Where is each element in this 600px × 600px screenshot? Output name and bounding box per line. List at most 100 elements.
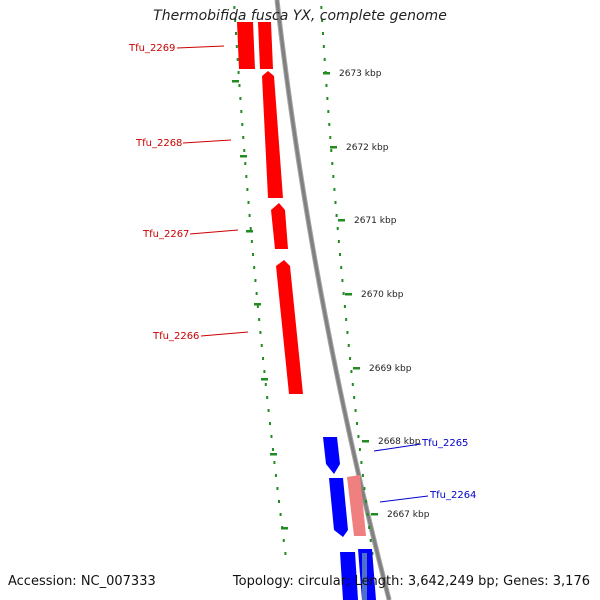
scale-tick	[353, 367, 360, 370]
guide-dot-left	[260, 344, 263, 347]
major-tick-left	[232, 80, 239, 83]
scale-label: 2673 kbp	[339, 69, 382, 79]
guide-dot-left	[264, 383, 267, 386]
major-tick-left	[281, 527, 288, 530]
guide-dot-right	[337, 240, 340, 243]
guide-dot-right	[363, 487, 366, 490]
gene-feature-tfu-2269[interactable]	[237, 22, 255, 69]
scale-tick	[330, 146, 337, 149]
major-tick-left	[254, 303, 261, 306]
guide-dot-left	[240, 110, 243, 113]
major-tick-left	[246, 230, 253, 233]
guide-dot-right	[321, 19, 324, 22]
guide-dot-left	[235, 45, 238, 48]
guide-dot-right	[321, 32, 324, 35]
guide-dot-right	[371, 552, 374, 555]
gene-label-tfu-2266[interactable]: Tfu_2266	[152, 331, 199, 342]
gene-feature-tfu-2266[interactable]	[276, 260, 303, 394]
guide-dot-right	[347, 344, 350, 347]
major-tick-left	[270, 453, 277, 456]
guide-dot-right	[357, 435, 360, 438]
guide-dot-left	[271, 448, 274, 451]
guide-dot-right	[320, 6, 323, 9]
guide-dot-right	[351, 383, 354, 386]
guide-dot-right	[341, 279, 344, 282]
guide-dot-right	[349, 357, 352, 360]
guide-dot-left	[262, 357, 265, 360]
guide-dot-left	[256, 305, 259, 308]
accession-text: Accession: NC_007333	[8, 574, 156, 589]
scale-tick	[362, 440, 369, 443]
scale-label: 2669 kbp	[369, 364, 412, 374]
guide-dot-right	[358, 448, 361, 451]
guide-dot-right	[345, 318, 348, 321]
guide-dot-right	[340, 266, 343, 269]
guide-dot-left	[258, 318, 261, 321]
gene-label-tfu-2269[interactable]: Tfu_2269	[128, 43, 175, 54]
guide-dot-right	[332, 175, 335, 178]
scale-label: 2671 kbp	[354, 216, 397, 226]
scale-tick	[323, 72, 330, 75]
guide-dot-left	[242, 136, 245, 139]
gene-label-tfu-2267[interactable]: Tfu_2267	[142, 229, 189, 240]
scale-label: 2672 kbp	[346, 143, 389, 153]
gene-label-tfu-2265[interactable]: Tfu_2265	[421, 438, 468, 449]
genome-backbone	[275, 0, 391, 600]
guide-dot-left	[276, 487, 279, 490]
guide-dot-left	[245, 175, 248, 178]
gene-feature-tfu-2269-part[interactable]	[258, 22, 273, 69]
gene-feature-tfu-2267[interactable]	[271, 203, 288, 249]
scale-label: 2670 kbp	[361, 290, 404, 300]
gene-feature-tfu-2268[interactable]	[262, 71, 283, 198]
guide-dot-left	[244, 162, 247, 165]
guide-dot-left	[278, 500, 280, 503]
gene-leader-line	[379, 495, 429, 503]
guide-dot-right	[327, 110, 330, 113]
guide-dot-left	[253, 266, 256, 269]
gene-leader-line	[189, 229, 239, 235]
guide-dot-left	[252, 253, 255, 256]
guide-dot-right	[326, 97, 329, 100]
guide-dot-left	[248, 214, 251, 217]
guide-dot-left	[246, 188, 249, 191]
guide-dot-left	[238, 84, 241, 87]
guide-dot-right	[339, 253, 342, 256]
guide-dot-left	[255, 292, 258, 295]
gene-feature-highlight	[362, 553, 367, 600]
guide-dot-left	[266, 396, 269, 399]
gene-label-tfu-2264[interactable]: Tfu_2264	[429, 490, 476, 501]
guide-dot-left	[236, 58, 239, 61]
guide-dot-right	[346, 331, 349, 334]
scale-tick	[338, 219, 345, 222]
guide-dot-left	[243, 149, 246, 152]
guide-dot-left	[254, 279, 257, 282]
gene-leader-line	[176, 45, 225, 49]
scale-tick	[345, 293, 352, 296]
gene-feature-bottom-1[interactable]	[340, 552, 358, 600]
guide-dot-right	[360, 461, 363, 464]
guide-dot-right	[325, 84, 328, 87]
genome-summary-text: Topology: circular; Length: 3,642,249 bp…	[232, 574, 590, 589]
guide-dot-left	[274, 474, 277, 477]
guide-dot-left	[241, 123, 244, 126]
guide-dot-left	[249, 227, 252, 230]
guide-dot-left	[269, 422, 272, 425]
guide-dot-left	[247, 201, 250, 204]
gene-leader-line	[182, 139, 232, 144]
gene-feature-tfu-2264-adjacent[interactable]	[347, 475, 366, 536]
guide-dot-right	[328, 123, 331, 126]
guide-dot-right	[366, 513, 369, 516]
guide-dot-left	[279, 513, 282, 516]
gene-feature-tfu-2264[interactable]	[329, 478, 348, 537]
guide-dot-left	[273, 461, 276, 464]
gene-label-tfu-2268[interactable]: Tfu_2268	[135, 138, 182, 149]
guide-dot-left	[259, 331, 262, 334]
guide-dot-right	[322, 45, 325, 48]
guide-dot-left	[282, 539, 285, 542]
gene-feature-tfu-2265[interactable]	[323, 437, 340, 474]
guide-dot-right	[329, 136, 332, 139]
guide-dot-right	[354, 409, 357, 412]
scale-label: 2668 kbp	[378, 437, 421, 447]
guide-dot-right	[343, 305, 346, 308]
